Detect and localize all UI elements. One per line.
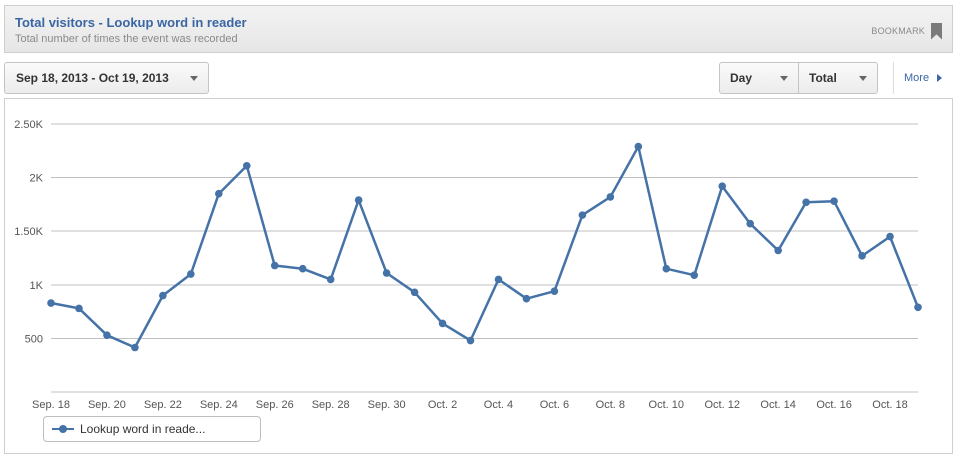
- x-tick-label: Oct. 8: [596, 399, 625, 411]
- data-point: [858, 252, 866, 260]
- series-line: [50, 145, 920, 349]
- data-point: [550, 287, 559, 296]
- report-subtitle: Total number of times the event was reco…: [15, 33, 238, 45]
- x-tick-label: Oct. 18: [872, 399, 907, 411]
- x-tick-label: Sep. 18: [32, 399, 70, 411]
- data-point: [606, 193, 615, 201]
- data-point: [522, 294, 531, 303]
- metric-label: Total: [809, 71, 837, 85]
- bookmark-button[interactable]: BOOKMARK: [871, 20, 942, 42]
- legend-item[interactable]: Lookup word in reade...: [43, 416, 261, 442]
- data-point: [634, 142, 643, 151]
- date-range-picker[interactable]: Sep 18, 2013 - Oct 19, 2013: [4, 62, 209, 94]
- date-range-label: Sep 18, 2013 - Oct 19, 2013: [16, 71, 169, 85]
- data-point: [298, 264, 307, 273]
- x-tick-label: Oct. 12: [704, 399, 739, 411]
- chart-panel: 500 1K 1.50K 2K 2.50K Sep. 18 Sep. 20 Sep. 22 Se…: [4, 98, 953, 454]
- y-tick-label: 2K: [30, 173, 44, 185]
- more-label: More: [904, 72, 930, 84]
- x-tick-label: Sep. 30: [368, 399, 406, 411]
- data-point: [215, 189, 223, 198]
- x-tick-label: Sep. 28: [312, 399, 350, 411]
- data-point: [131, 343, 139, 352]
- x-tick-label: Sep. 26: [256, 399, 294, 411]
- data-point: [718, 182, 727, 190]
- x-tick-label: Oct. 14: [760, 399, 795, 411]
- data-point: [494, 275, 503, 284]
- data-point: [270, 261, 279, 270]
- chevron-down-icon: [780, 76, 788, 81]
- data-point: [47, 299, 55, 307]
- x-tick-label: Sep. 20: [88, 399, 126, 411]
- granularity-select[interactable]: Day: [719, 62, 799, 94]
- data-point: [578, 211, 587, 219]
- data-point: [75, 304, 83, 313]
- data-point: [886, 232, 894, 241]
- y-tick-label: 500: [25, 333, 43, 345]
- bookmark-label: BOOKMARK: [871, 26, 925, 36]
- data-point: [662, 264, 671, 273]
- data-point: [690, 271, 699, 279]
- report-title: Total visitors - Lookup word in reader: [15, 15, 247, 30]
- metric-select[interactable]: Total: [798, 62, 878, 94]
- x-tick-label: Sep. 22: [144, 399, 182, 411]
- bookmark-icon: [931, 22, 942, 40]
- data-point: [438, 319, 447, 328]
- data-point: [746, 219, 754, 228]
- data-point: [354, 196, 363, 204]
- legend-series-marker: [52, 424, 74, 434]
- x-tick-label: Sep. 24: [200, 399, 238, 411]
- data-point: [914, 303, 922, 312]
- data-point: [830, 197, 838, 205]
- x-tick-label: Oct. 6: [540, 399, 569, 411]
- x-tick-label: Oct. 10: [649, 399, 684, 411]
- data-point: [103, 331, 111, 339]
- data-point: [410, 288, 419, 297]
- data-point: [466, 336, 475, 345]
- legend-label: Lookup word in reade...: [80, 422, 206, 436]
- granularity-label: Day: [730, 71, 753, 85]
- data-point: [802, 198, 810, 207]
- legend-dot: [59, 425, 67, 433]
- x-tick-label: Oct. 2: [428, 399, 457, 411]
- chevron-right-icon: [937, 74, 943, 82]
- data-point: [382, 269, 391, 277]
- x-tick-label: Oct. 4: [484, 399, 513, 411]
- report-header: Total visitors - Lookup word in reader T…: [4, 5, 953, 53]
- x-tick-label: Oct. 16: [816, 399, 851, 411]
- data-point: [159, 291, 167, 300]
- y-tick-label: 2.50K: [14, 119, 43, 131]
- y-tick-label: 1K: [30, 280, 44, 292]
- more-button[interactable]: More: [893, 62, 943, 94]
- y-tick-label: 1.50K: [14, 226, 43, 238]
- chevron-down-icon: [190, 76, 198, 81]
- data-point: [242, 162, 251, 170]
- data-point: [774, 246, 782, 255]
- line-chart: 500 1K 1.50K 2K 2.50K Sep. 18 Sep. 20 Sep. 22 Se…: [14, 119, 922, 411]
- data-point: [326, 275, 335, 284]
- chevron-down-icon: [859, 76, 867, 81]
- data-point: [187, 270, 195, 278]
